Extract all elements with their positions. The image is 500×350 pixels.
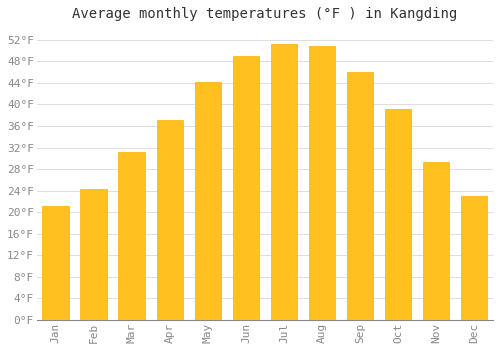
Bar [156, 120, 183, 320]
Bar [118, 153, 145, 320]
Bar [80, 189, 107, 320]
Bar [270, 44, 297, 320]
Bar [194, 82, 221, 320]
Bar [232, 56, 259, 320]
Bar [346, 72, 374, 320]
Bar [422, 162, 450, 320]
Bar [460, 196, 487, 320]
Bar [384, 109, 411, 320]
Title: Average monthly temperatures (°F ) in Kangding: Average monthly temperatures (°F ) in Ka… [72, 7, 458, 21]
Bar [308, 46, 335, 320]
Bar [42, 206, 69, 320]
